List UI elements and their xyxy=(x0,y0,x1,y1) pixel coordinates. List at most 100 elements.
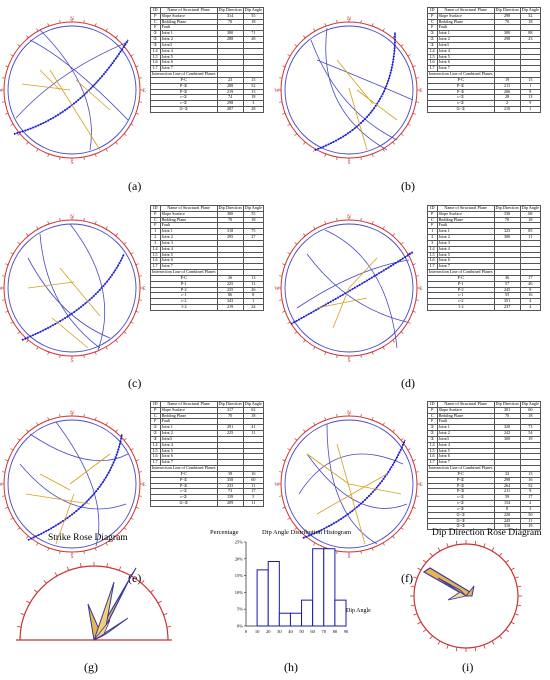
table-row: P-② 264 52 xyxy=(427,482,542,490)
table-cell xyxy=(242,59,265,67)
table-cell: 16 xyxy=(519,292,542,300)
table-row: ①-② 209 11 xyxy=(150,500,265,507)
table-cell: 209 xyxy=(216,500,244,507)
compass-n: N xyxy=(70,16,74,22)
table-cell: 11 xyxy=(242,430,265,437)
table-row: P-② 219 15 xyxy=(150,88,265,96)
compass-e: E xyxy=(419,88,423,94)
compass-s: S xyxy=(347,358,350,364)
hist-ytick: 5% xyxy=(237,607,243,612)
table-cell: 52 xyxy=(519,482,542,490)
table-cell: 24 xyxy=(242,304,265,311)
caption-d: (d) xyxy=(401,376,415,390)
table-row: C Bedding Plane 70 18 xyxy=(150,18,265,26)
table-row: c-① 73 17 xyxy=(150,488,265,496)
table-cell: ①-② xyxy=(150,500,218,507)
table-cell: 16 xyxy=(519,476,542,484)
table-cell xyxy=(519,441,542,449)
table-row: P-① 211 1 xyxy=(427,82,542,90)
table-row: C Bedding Plane 70 18 xyxy=(150,412,265,420)
table-cell: 1-2 xyxy=(427,304,495,311)
table-row: L7 Joint 7 xyxy=(150,459,265,467)
table-cell xyxy=(519,24,542,32)
hist-ylabel: Percentage xyxy=(210,529,239,536)
table-cell: 3 xyxy=(242,100,265,108)
table-row: F Fault xyxy=(150,24,265,32)
table-cell: 18 xyxy=(242,18,265,26)
hist-xlabel: Dip Angle xyxy=(346,608,371,614)
dip-histogram: Percentage Dip Angle Distribution Histog… xyxy=(210,529,371,634)
hist-xtick: 30 xyxy=(277,629,282,634)
hist-title: Dip Angle Distribution Histogram xyxy=(262,529,351,536)
table-row: c-2 351 4 xyxy=(427,298,542,306)
table-row: P-① 358 60 xyxy=(150,476,265,484)
hist-xtick: 90 xyxy=(344,629,349,634)
caption-a: (a) xyxy=(128,179,142,193)
table-cell: ①-② xyxy=(150,106,218,113)
table-cell: 55 xyxy=(242,12,265,20)
panel-f: N E S W ID Name of Structural Plane Dip Direct… xyxy=(274,394,550,579)
table-cell: 18 xyxy=(519,412,542,420)
table-row: P-C 32 13 xyxy=(427,470,542,478)
stereonet: N E S W xyxy=(0,16,146,166)
table-row: c-② 154 2 xyxy=(427,500,542,507)
table-row: L6 Joint 6 xyxy=(427,453,542,461)
table-cell: 1 xyxy=(519,82,542,90)
stereonet: N E S W xyxy=(274,410,423,560)
table-cell: 19 xyxy=(519,435,542,443)
table-row: L6 Joint 6 xyxy=(427,59,542,67)
stereonet: N E S W xyxy=(0,214,146,364)
dip-direction-rose-diagram xyxy=(410,540,522,652)
hist-xtick: 10 xyxy=(255,629,260,634)
table-row: F Fault xyxy=(150,418,265,426)
table-cell xyxy=(519,257,542,265)
compass-s: S xyxy=(70,358,73,364)
hist-xtick: 80 xyxy=(333,629,338,634)
table-row: c-③ 8 3 xyxy=(427,505,542,513)
table-cell: 13 xyxy=(519,470,542,478)
table-row: ① Joint 1 291 41 xyxy=(150,424,265,432)
table-cell: 18 xyxy=(242,94,265,102)
compass-e: E xyxy=(142,482,146,488)
table-row: ①-② 287 28 xyxy=(150,106,265,113)
hist-bar xyxy=(301,599,314,627)
compass-w: W xyxy=(274,88,280,94)
hist-bar xyxy=(312,548,325,627)
compass-e: E xyxy=(419,286,423,292)
table-cell: 19 xyxy=(519,523,542,531)
table-cell xyxy=(242,459,265,467)
table-row: c-1 55 16 xyxy=(427,292,542,300)
compass-s: S xyxy=(70,554,73,560)
compass-w: W xyxy=(274,286,280,292)
table-cell: 11 xyxy=(242,500,265,507)
table-cell: 15 xyxy=(242,88,265,96)
table-cell: 18 xyxy=(519,18,542,26)
hist-ytick: 0% xyxy=(237,624,243,629)
table-row: F Fault xyxy=(427,418,542,426)
table-row: P-2 245 9 xyxy=(427,286,542,294)
table-cell: 11 xyxy=(242,280,265,288)
structural-plane-table: ID Name of Structural Plane Dip Direction D… xyxy=(427,205,542,311)
table-row: F Fault xyxy=(427,24,542,32)
table-row: P-② 233 11 xyxy=(150,482,265,490)
table-row: c-1 86 8 xyxy=(150,292,265,300)
table-cell: 8 xyxy=(519,488,542,496)
stereonet: N E S W xyxy=(0,410,146,560)
table-cell xyxy=(519,447,542,455)
hist-bar xyxy=(256,569,269,627)
table-cell: 62 xyxy=(242,406,265,414)
compass-s: S xyxy=(70,160,73,166)
table-cell: 26 xyxy=(242,286,265,294)
compass-n: N xyxy=(70,214,74,220)
table-row: ② Joint 2 225 11 xyxy=(150,430,265,437)
hist-ytick: 10% xyxy=(235,590,244,595)
hist-xtick: 70 xyxy=(322,629,327,634)
strike-rose-title: Strike Rose Diagram xyxy=(48,533,128,543)
table-cell: 287 xyxy=(216,106,244,113)
compass-w: W xyxy=(0,88,3,94)
table-row: c-2 343 1 xyxy=(150,298,265,306)
table-cell: 60 xyxy=(519,406,542,414)
